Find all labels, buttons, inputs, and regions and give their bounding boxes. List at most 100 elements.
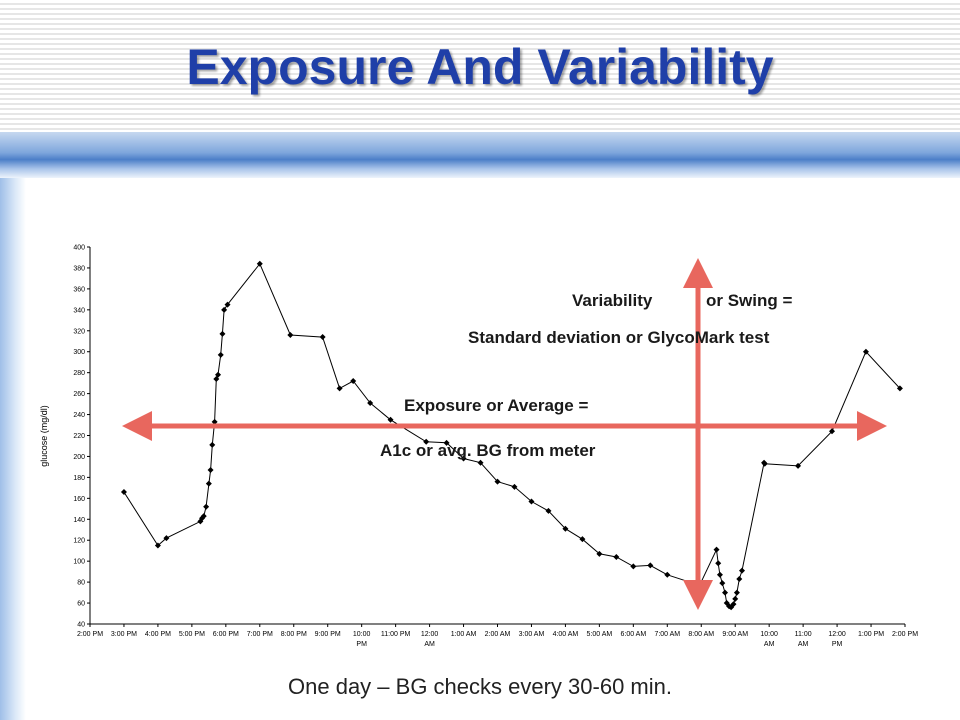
y-tick-label: 380 [73, 265, 85, 272]
glucose-chart: 40 60 80 100 120 140 160 180 200 220 240 260 280 300 3… [39, 245, 918, 649]
data-point [733, 589, 740, 596]
y-tick-label: 80 [77, 580, 85, 587]
data-point [664, 571, 671, 578]
data-point [596, 550, 603, 557]
data-point [460, 455, 467, 462]
exposure-label-2: A1c or avg. BG from meter [380, 441, 596, 460]
x-tick-label: 8:00 PM [281, 631, 307, 638]
data-point [719, 580, 726, 587]
data-point [215, 371, 222, 378]
x-tick-label: 1:00 PM [858, 631, 884, 638]
x-tick-label: 12:00 [828, 631, 846, 638]
y-tick-label: 180 [73, 475, 85, 482]
y-axis-label: glucose (mg/dl) [39, 405, 49, 467]
data-point [287, 331, 294, 338]
data-point [120, 489, 127, 496]
x-tick-label: 4:00 PM [145, 631, 171, 638]
x-tick-label: 1:00 AM [451, 631, 477, 638]
data-point [562, 525, 569, 532]
data-point [367, 400, 374, 407]
data-point [319, 334, 326, 341]
data-point [163, 535, 170, 542]
data-point [736, 575, 743, 582]
x-tick-label: 10:00 [760, 631, 778, 638]
data-point [862, 348, 869, 355]
exposure-label-1: Exposure or Average = [404, 396, 588, 415]
data-point [205, 480, 212, 487]
x-tick-label: 2:00 PM [77, 631, 103, 638]
variability-label-1: Variability [572, 291, 653, 310]
x-tick-label: AM [798, 641, 809, 648]
data-point [647, 562, 654, 569]
data-point [545, 507, 552, 514]
x-tick-label: 5:00 PM [179, 631, 205, 638]
data-point [219, 330, 226, 337]
data-point [713, 546, 720, 553]
data-point [579, 536, 586, 543]
x-tick-label: 7:00 AM [654, 631, 680, 638]
y-tick-label: 60 [77, 601, 85, 608]
y-tick-label: 400 [73, 245, 85, 252]
x-tick-label: 3:00 AM [519, 631, 545, 638]
data-point [217, 351, 224, 358]
x-tick-label: PM [832, 641, 843, 648]
data-point [896, 385, 903, 392]
x-tick-label: 10:00 [353, 631, 371, 638]
y-tick-label: 260 [73, 391, 85, 398]
y-tick-label: 300 [73, 349, 85, 356]
x-tick-label: 8:00 AM [688, 631, 714, 638]
data-point [443, 439, 450, 446]
data-point [730, 601, 737, 608]
data-point [511, 483, 518, 490]
x-tick-label: 3:00 PM [111, 631, 137, 638]
data-point [477, 459, 484, 466]
x-tick-label: 12:00 [421, 631, 439, 638]
data-point [761, 460, 768, 467]
x-tick-label: 9:00 PM [315, 631, 341, 638]
x-tick-label: 2:00 AM [485, 631, 511, 638]
x-tick-label: 11:00 [795, 631, 812, 638]
y-tick-label: 240 [73, 412, 85, 419]
x-tick-label: AM [764, 641, 775, 648]
slide-title: Exposure And Variability [186, 39, 774, 95]
y-tick-label: 220 [73, 433, 85, 440]
x-tick-label: 9:00 AM [722, 631, 748, 638]
data-point [722, 589, 729, 596]
x-axis: 2:00 PM 3:00 PM 4:00 PM 5:00 PM 6:00 PM 7:00 … [77, 623, 918, 648]
data-point [795, 462, 802, 469]
y-tick-label: 340 [73, 307, 85, 314]
data-point [203, 503, 210, 510]
y-tick-label: 120 [73, 538, 85, 545]
y-tick-label: 140 [73, 517, 85, 524]
data-point [209, 441, 216, 448]
series-glucose [120, 260, 903, 611]
y-tick-label: 200 [73, 454, 85, 461]
x-tick-label: 6:00 PM [213, 631, 239, 638]
y-tick-label: 360 [73, 286, 85, 293]
header-stripes [0, 0, 960, 132]
data-point [528, 498, 535, 505]
y-tick-label: 100 [73, 559, 85, 566]
data-point [494, 478, 501, 485]
x-tick-label: PM [356, 641, 367, 648]
slide-caption: One day – BG checks every 30-60 min. [288, 674, 672, 699]
data-point [256, 260, 263, 267]
x-tick-label: AM [424, 641, 435, 648]
variability-label-3: Standard deviation or GlycoMark test [468, 328, 770, 347]
left-edge-shade [0, 178, 26, 720]
x-tick-label: 5:00 AM [587, 631, 613, 638]
data-point [716, 571, 723, 578]
data-point [715, 560, 722, 567]
x-tick-label: 2:00 PM [892, 631, 918, 638]
data-point [732, 595, 739, 602]
header-blue-bar [0, 132, 960, 178]
y-tick-label: 160 [73, 496, 85, 503]
data-point [739, 567, 745, 574]
data-point [613, 553, 620, 560]
data-point [336, 385, 343, 392]
variability-label-2: or Swing = [706, 291, 793, 310]
data-point [200, 513, 207, 520]
series-line [123, 262, 901, 608]
data-point [221, 306, 228, 313]
y-tick-label: 280 [73, 370, 85, 377]
